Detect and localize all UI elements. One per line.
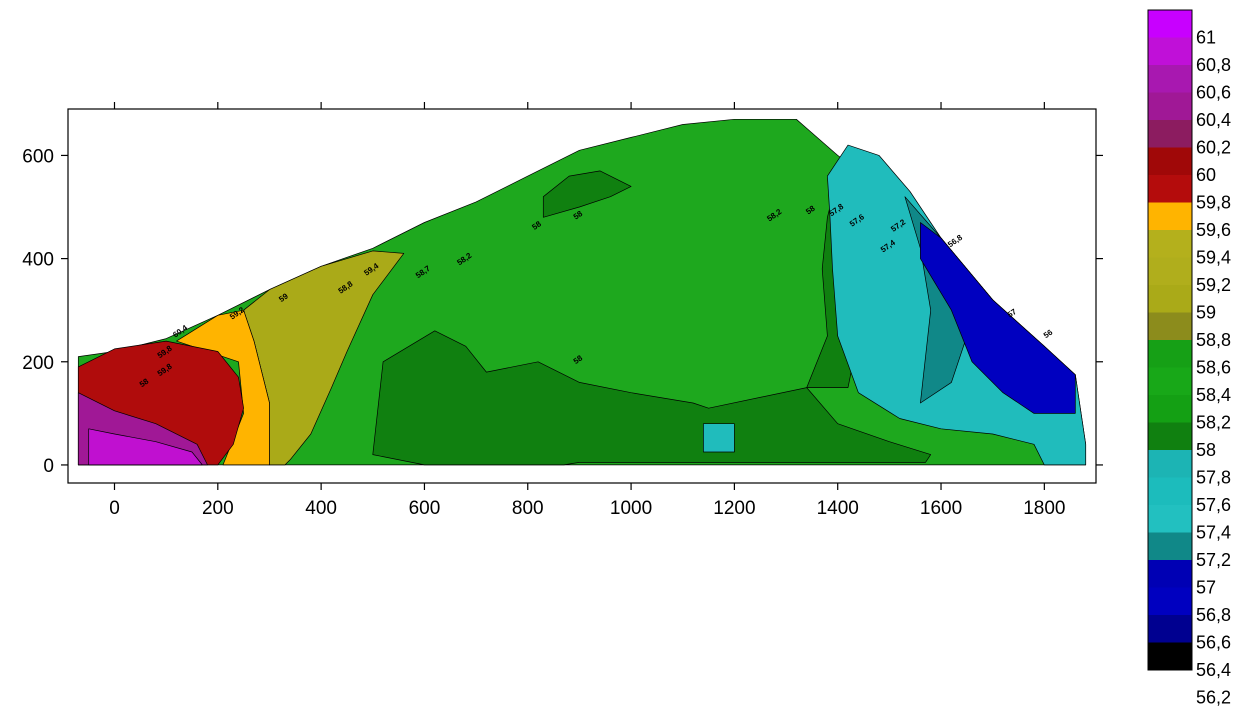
legend-swatch-4	[1148, 120, 1192, 148]
legend-swatch-5	[1148, 147, 1192, 175]
legend-swatch-13	[1148, 367, 1192, 395]
legend-swatch-6	[1148, 175, 1192, 203]
legend-label-15: 58	[1196, 440, 1216, 460]
x-tick-label-9: 1800	[1023, 498, 1065, 519]
legend-swatch-19	[1148, 532, 1192, 560]
legend-swatch-22	[1148, 615, 1192, 643]
x-axis: 0 200 400 600 800 1000 1200 1400 1600 1800	[109, 102, 1065, 519]
legend-swatch-14	[1148, 395, 1192, 423]
legend-swatch-18	[1148, 505, 1192, 533]
legend-label-8: 59,4	[1196, 248, 1231, 268]
x-tick-label-7: 1400	[817, 498, 859, 519]
legend-swatch-20	[1148, 560, 1192, 588]
legend-swatch-11	[1148, 312, 1192, 340]
legend-swatch-2	[1148, 65, 1192, 93]
contour-region-10	[703, 423, 735, 453]
contour-region-7	[542, 170, 632, 218]
legend-label-22: 56,6	[1196, 633, 1231, 653]
legend-swatch-21	[1148, 587, 1192, 615]
legend-label-3: 60,4	[1196, 110, 1231, 130]
legend-label-18: 57,4	[1196, 523, 1231, 543]
legend-label-16: 57,8	[1196, 468, 1231, 488]
legend-label-2: 60,6	[1196, 83, 1231, 103]
x-tick-label-0: 0	[109, 498, 120, 519]
y-axis: 0 200 400 600	[22, 146, 1103, 477]
x-tick-label-4: 800	[512, 498, 544, 519]
contour-regions	[77, 118, 1087, 466]
x-tick-label-3: 600	[409, 498, 441, 519]
legend-swatch-8	[1148, 230, 1192, 258]
legend-swatch-16	[1148, 450, 1192, 478]
legend-label-11: 58,8	[1196, 330, 1231, 350]
legend-label-4: 60,2	[1196, 138, 1231, 158]
legend-swatch-1	[1148, 37, 1192, 65]
color-legend: 61 60,8 60,6 60,4 60,2 60 59,8 59,6 59,4 59,2 59 58…	[1147, 9, 1231, 708]
contour-region-2	[176, 309, 270, 466]
legend-label-24: 56,2	[1196, 688, 1231, 708]
legend-swatch-23	[1148, 642, 1192, 670]
legend-label-9: 59,2	[1196, 275, 1231, 295]
legend-label-20: 57	[1196, 578, 1216, 598]
y-tick-label-1: 200	[22, 353, 54, 374]
x-tick-label-2: 400	[305, 498, 337, 519]
legend-label-19: 57,2	[1196, 550, 1231, 570]
y-tick-label-2: 400	[22, 250, 54, 271]
legend-label-0: 61	[1196, 28, 1216, 48]
legend-swatch-0	[1148, 10, 1192, 38]
x-tick-label-6: 1200	[713, 498, 755, 519]
legend-label-14: 58,2	[1196, 413, 1231, 433]
legend-swatch-3	[1148, 92, 1192, 120]
legend-label-10: 59	[1196, 303, 1216, 323]
contour-region-6	[372, 330, 932, 466]
contour-region-12	[920, 222, 1076, 414]
y-tick-label-3: 600	[22, 146, 54, 167]
legend-swatch-9	[1148, 257, 1192, 285]
legend-label-5: 60	[1196, 165, 1216, 185]
legend-label-7: 59,6	[1196, 220, 1231, 240]
legend-label-17: 57,6	[1196, 495, 1231, 515]
legend-swatch-10	[1148, 285, 1192, 313]
legend-label-6: 59,8	[1196, 193, 1231, 213]
x-tick-label-1: 200	[202, 498, 234, 519]
legend-label-21: 56,8	[1196, 605, 1231, 625]
legend-label-1: 60,8	[1196, 55, 1231, 75]
legend-label-23: 56,4	[1196, 660, 1231, 680]
legend-swatch-17	[1148, 477, 1192, 505]
legend-swatch-7	[1148, 202, 1192, 230]
legend-label-13: 58,4	[1196, 385, 1231, 405]
legend-swatch-12	[1148, 340, 1192, 368]
x-tick-label-5: 1000	[610, 498, 652, 519]
legend-swatch-15	[1148, 422, 1192, 450]
x-tick-label-8: 1600	[920, 498, 962, 519]
contour-region-5	[88, 428, 203, 466]
legend-label-12: 58,6	[1196, 358, 1231, 378]
legend-frame	[1147, 9, 1193, 671]
y-tick-label-0: 0	[43, 456, 54, 477]
